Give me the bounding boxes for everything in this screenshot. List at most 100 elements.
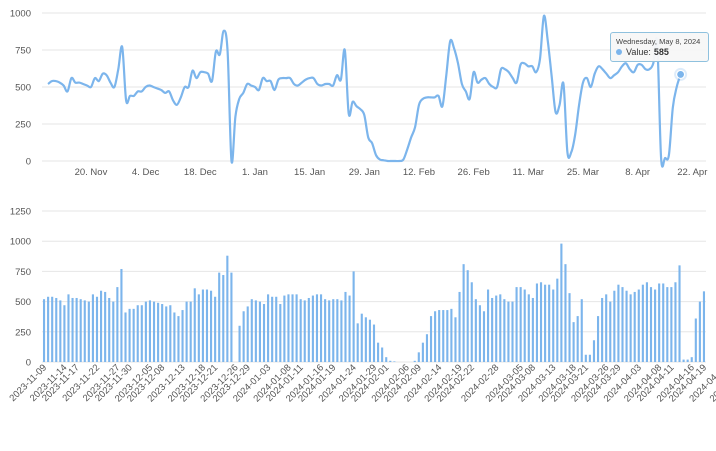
bar [507, 301, 510, 362]
bar [429, 316, 433, 362]
bar [291, 294, 294, 362]
bar [694, 318, 697, 362]
bar [364, 317, 367, 362]
bar [348, 295, 351, 362]
bar [189, 301, 192, 362]
bar [556, 278, 559, 362]
bar [177, 316, 180, 362]
bar [340, 300, 343, 362]
bar [165, 306, 168, 362]
bar [214, 296, 217, 362]
bar [544, 284, 547, 362]
bar [108, 297, 111, 362]
tooltip-value: 585 [653, 47, 669, 57]
bar [336, 299, 339, 362]
bar [230, 272, 233, 362]
bar [372, 324, 376, 362]
bar [670, 287, 673, 362]
bar [425, 334, 429, 362]
y-tick-label: 1000 [10, 9, 31, 20]
bar [413, 360, 416, 362]
bar [548, 284, 551, 362]
bar [328, 300, 331, 362]
bar [116, 287, 119, 362]
bar [197, 294, 200, 362]
bar [181, 310, 184, 362]
bar [641, 284, 644, 362]
bar [560, 243, 563, 362]
bar [193, 288, 196, 362]
bar [136, 305, 139, 362]
y-tick-label: 750 [15, 46, 31, 57]
bar [295, 294, 298, 362]
y-tick-label: 750 [15, 267, 31, 278]
y-tick-label: 500 [15, 297, 31, 308]
bar [238, 325, 241, 362]
bar [242, 311, 245, 362]
bar [222, 275, 225, 362]
bar [527, 294, 530, 362]
bar [625, 290, 628, 362]
bar [519, 287, 522, 362]
bar [389, 360, 392, 362]
bar [552, 289, 555, 362]
x-tick-label: 29. Jan [349, 167, 380, 178]
bar [539, 282, 543, 362]
tooltip-date: Wednesday, May 8, 2024 [616, 37, 701, 46]
bar [152, 301, 156, 362]
bar [503, 299, 506, 362]
bar [169, 305, 172, 362]
bar [100, 290, 103, 362]
bar [205, 289, 209, 362]
bar [55, 297, 58, 362]
bar [104, 291, 107, 362]
x-tick-label: 26. Feb [458, 167, 490, 178]
bar [605, 294, 608, 362]
bar-chart[interactable]: 0250500750100012502023-11-092023-11-1420… [8, 207, 716, 405]
bar [356, 323, 359, 362]
bar [112, 301, 115, 362]
bar [592, 340, 596, 362]
bar [686, 359, 689, 362]
bar [438, 310, 441, 362]
bar [454, 317, 457, 362]
bar [332, 299, 335, 362]
bar [381, 347, 384, 362]
bar [315, 294, 319, 362]
bar [258, 301, 261, 362]
bar [515, 287, 518, 362]
x-tick-label: 1. Jan [242, 167, 268, 178]
bar [83, 300, 86, 362]
bar [91, 294, 94, 362]
bar [324, 299, 327, 362]
bar [393, 361, 396, 362]
bar [299, 299, 302, 362]
bar [470, 282, 473, 362]
bar [360, 313, 363, 362]
bar [666, 287, 669, 362]
bar [645, 282, 648, 362]
bar [63, 305, 66, 362]
bar [568, 293, 571, 362]
bar [71, 297, 74, 362]
bar [271, 296, 274, 362]
bar [140, 305, 143, 362]
y-tick-label: 1000 [10, 237, 31, 248]
bar [487, 289, 490, 362]
tooltip-series-marker [616, 49, 622, 55]
bar [474, 299, 477, 362]
line-chart[interactable]: 0 250 500 750 1000 20. Nov 4. Dec 18. Dec 1. Jan… [10, 9, 716, 179]
bar [226, 255, 229, 362]
bar [161, 304, 164, 362]
y-tick-label: 1250 [10, 207, 31, 218]
bar [523, 289, 526, 362]
bar [144, 301, 147, 362]
x-tick-label: 12. Feb [403, 167, 435, 178]
x-tick-label: 11. Mar [513, 167, 545, 178]
y-tick-label: 500 [15, 83, 31, 94]
bar [674, 282, 677, 362]
tooltip-series-label: Value: [626, 47, 651, 57]
series-line [47, 14, 682, 168]
bar [633, 291, 636, 362]
